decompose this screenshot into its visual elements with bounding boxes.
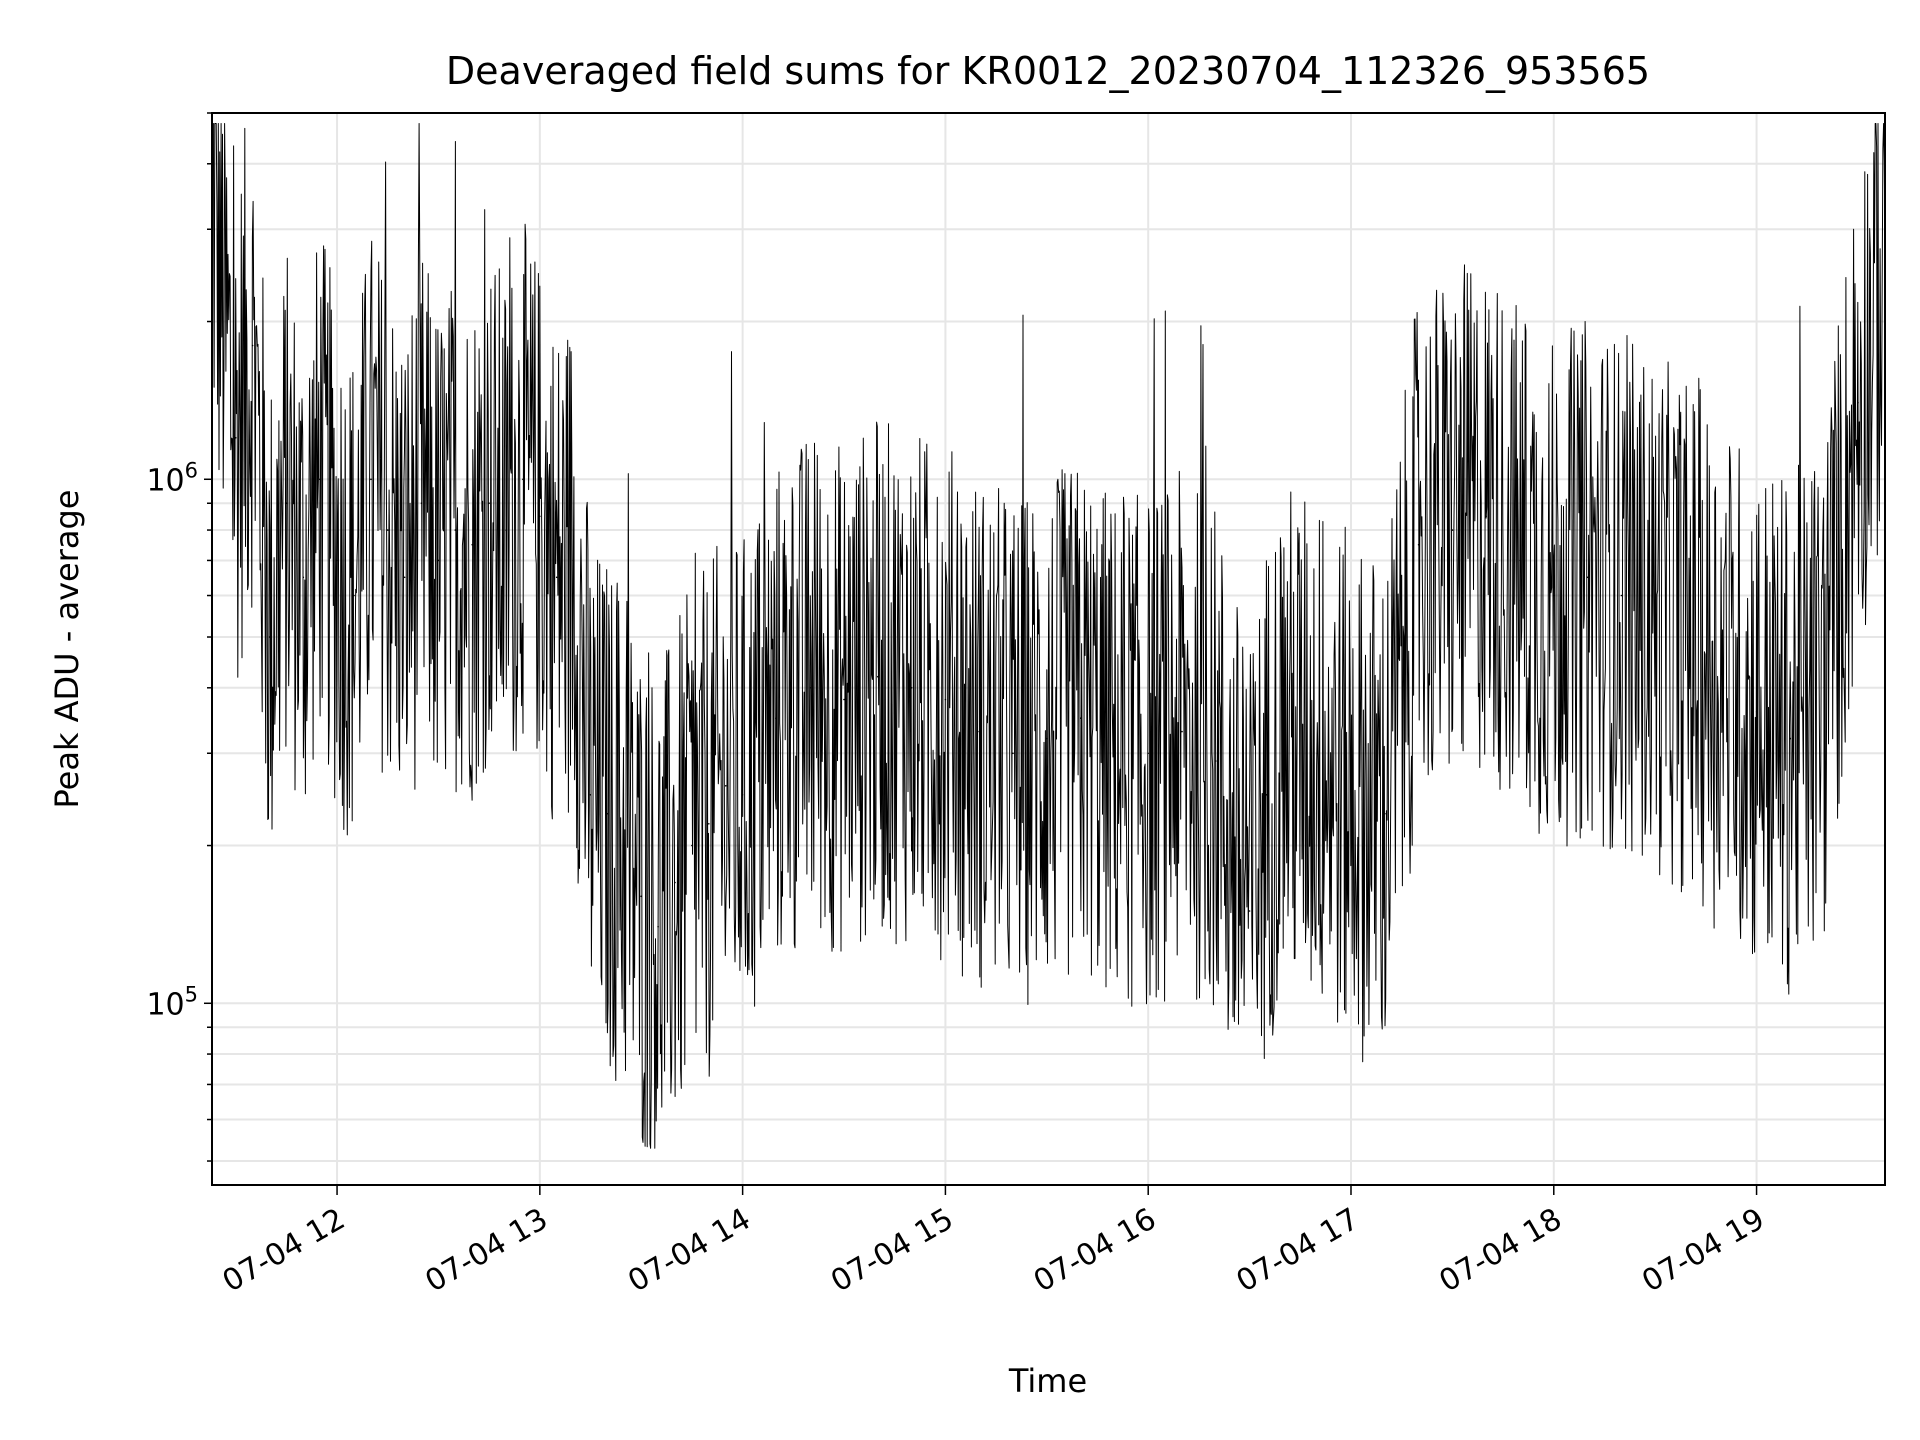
data-point (910, 687, 913, 689)
data-point (1147, 752, 1149, 755)
data-point (1519, 559, 1521, 562)
data-point (1079, 717, 1082, 719)
data-point (471, 543, 474, 546)
data-point (843, 698, 845, 701)
data-point (454, 529, 457, 531)
data-point (944, 698, 947, 701)
x-tick-label: 07-04 16 (1028, 1202, 1162, 1300)
data-point (403, 576, 406, 579)
data-point (1181, 730, 1183, 733)
data-point (1789, 737, 1792, 740)
data-point (1755, 711, 1758, 713)
data-point (1248, 910, 1251, 912)
data-point (268, 636, 271, 638)
data-point (708, 823, 710, 825)
y-tick-label: 106 (146, 458, 198, 498)
data-point (1857, 401, 1859, 404)
data-point (1451, 529, 1454, 531)
data-point (1012, 752, 1014, 755)
data-point (657, 925, 659, 928)
data-point (1046, 737, 1048, 740)
data-point (674, 881, 676, 884)
data-point (1350, 794, 1352, 796)
data-point (809, 687, 811, 689)
data-point (1384, 812, 1386, 815)
data-point (1215, 760, 1217, 762)
data-point (555, 576, 558, 579)
data-point (1654, 614, 1656, 617)
data-point (302, 576, 305, 579)
data-point (285, 502, 288, 505)
data-point (691, 844, 693, 847)
data-point (572, 559, 575, 562)
x-tick-label: 07-04 17 (1231, 1202, 1365, 1300)
y-tick-label: 105 (146, 982, 198, 1022)
data-point (319, 478, 322, 481)
data-point (234, 437, 237, 439)
data-point (1316, 752, 1318, 755)
data-point (978, 730, 980, 733)
data-point (1586, 576, 1589, 579)
chart-title: Deaveraged field sums for KR0012_2023070… (446, 49, 1650, 93)
y-axis-label: Peak ADU - average (48, 490, 86, 809)
data-point (1620, 594, 1623, 597)
data-point (623, 844, 626, 847)
data-point (606, 812, 609, 815)
x-axis-label: Time (1008, 1362, 1087, 1400)
x-tick-label: 07-04 13 (420, 1202, 554, 1300)
data-point (877, 675, 879, 678)
data-point (724, 785, 727, 787)
data-point (775, 717, 778, 719)
data-point (1485, 515, 1487, 518)
data-point (370, 478, 372, 481)
data-point (522, 478, 524, 481)
x-tick-label: 07-04 19 (1636, 1202, 1770, 1300)
data-point (420, 502, 423, 505)
x-tick-label: 07-04 12 (217, 1202, 351, 1300)
data-point (1113, 752, 1116, 755)
x-tick-label: 07-04 18 (1433, 1202, 1567, 1300)
plot-frame (211, 112, 1886, 1186)
series-line-path (211, 123, 1886, 1149)
data-point (1265, 794, 1268, 796)
data-point (1722, 675, 1724, 678)
x-tick-label: 07-04 15 (825, 1202, 959, 1300)
data-point (1282, 737, 1285, 740)
x-tick-label: 07-04 14 (622, 1202, 756, 1300)
data-point (488, 502, 490, 505)
data-point (1417, 543, 1420, 546)
data-point (336, 559, 338, 562)
data-point (386, 529, 389, 531)
data-point (1688, 636, 1690, 638)
data-point (505, 529, 507, 531)
data-point (1553, 594, 1555, 597)
data-point (539, 515, 541, 518)
data-point (353, 594, 355, 597)
series-line (211, 123, 1886, 1149)
data-point (741, 794, 744, 796)
data-point (589, 794, 592, 796)
data-point (251, 344, 254, 347)
data-point (1823, 687, 1825, 689)
data-point (437, 559, 440, 562)
data-point (640, 895, 642, 898)
